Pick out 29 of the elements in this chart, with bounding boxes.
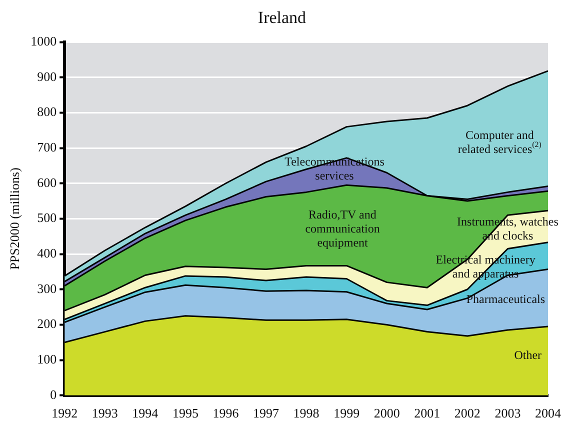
y-axis-title: PPS2000 (millions): [7, 168, 22, 270]
y-tick-label: 300: [37, 280, 57, 296]
x-tick-label: 2004: [535, 406, 562, 421]
series-label: Radio,TV and communication equipment: [305, 207, 380, 250]
x-tick-label: 1994: [132, 406, 159, 421]
x-tick-label: 1996: [212, 406, 240, 421]
x-tick-label: 1997: [253, 406, 280, 421]
x-tick-label: 1992: [52, 406, 78, 421]
x-tick-label: 1995: [172, 406, 198, 421]
y-tick-label: 700: [37, 139, 57, 154]
x-tick-label: 2001: [414, 406, 440, 421]
chart-title: Ireland: [256, 8, 308, 28]
x-tick-label: 2000: [374, 406, 400, 421]
y-tick-label: 1000: [30, 33, 57, 48]
x-tick-label: 1999: [334, 406, 360, 421]
series-label: Pharmaceuticals: [466, 292, 546, 306]
y-tick-label: 900: [37, 68, 57, 84]
y-tick-label: 800: [37, 104, 57, 120]
y-tick-label: 600: [37, 174, 57, 190]
x-tick-label: 2002: [454, 406, 480, 421]
x-tick-label: 1998: [293, 406, 320, 421]
x-tick-label: 2003: [494, 406, 521, 421]
y-tick-label: 400: [37, 245, 57, 260]
x-tick-label: 1993: [92, 406, 118, 421]
y-tick-label: 0: [50, 386, 57, 402]
y-tick-label: 100: [37, 351, 57, 366]
y-tick-label: 500: [37, 210, 57, 226]
y-tick-label: 200: [37, 316, 57, 332]
series-label: Other: [514, 348, 542, 362]
